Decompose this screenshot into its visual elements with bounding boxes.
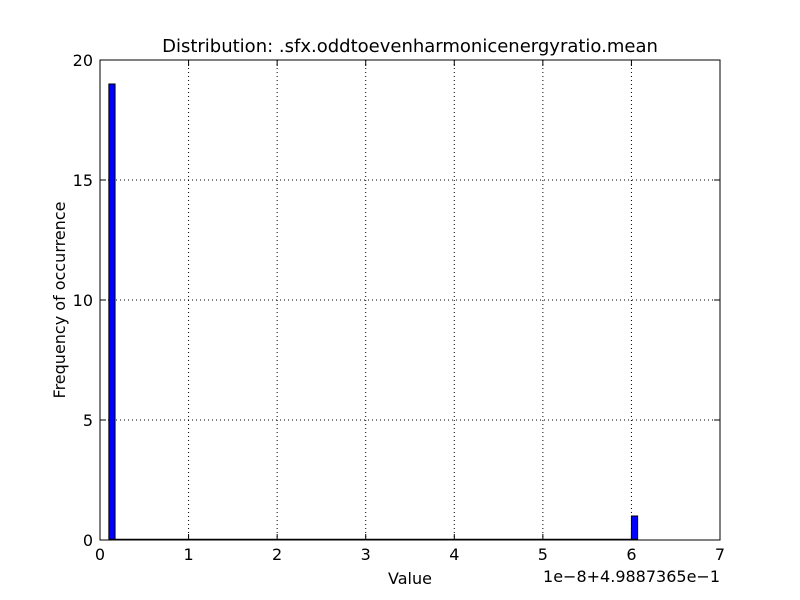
y-tick-labels: 0 5 10 15 20 bbox=[73, 51, 93, 550]
tick-marks bbox=[99, 59, 721, 541]
chart-title: Distribution: .sfx.oddtoevenharmonicener… bbox=[162, 36, 658, 57]
x-tick-label: 1 bbox=[183, 545, 193, 564]
x-tick-label: 0 bbox=[95, 545, 105, 564]
x-tick-label: 3 bbox=[361, 545, 371, 564]
x-tick-label: 7 bbox=[715, 545, 725, 564]
x-offset-label: 1e−8+4.9887365e−1 bbox=[543, 567, 720, 586]
grid-lines bbox=[100, 60, 720, 540]
y-tick-label: 10 bbox=[73, 291, 93, 310]
x-axis-label: Value bbox=[388, 569, 432, 588]
y-tick-label: 15 bbox=[73, 171, 93, 190]
y-tick-label: 0 bbox=[83, 531, 93, 550]
y-tick-label: 5 bbox=[83, 411, 93, 430]
y-axis-label: Frequency of occurrence bbox=[50, 202, 69, 399]
histogram-bar bbox=[108, 83, 116, 541]
x-tick-label: 5 bbox=[538, 545, 548, 564]
x-tick-label: 2 bbox=[272, 545, 282, 564]
y-tick-label: 20 bbox=[73, 51, 93, 70]
x-tick-label: 6 bbox=[626, 545, 636, 564]
x-tick-labels: 0 1 2 3 4 5 6 7 bbox=[95, 545, 725, 564]
histogram-bar bbox=[630, 515, 639, 541]
x-tick-label: 4 bbox=[449, 545, 459, 564]
